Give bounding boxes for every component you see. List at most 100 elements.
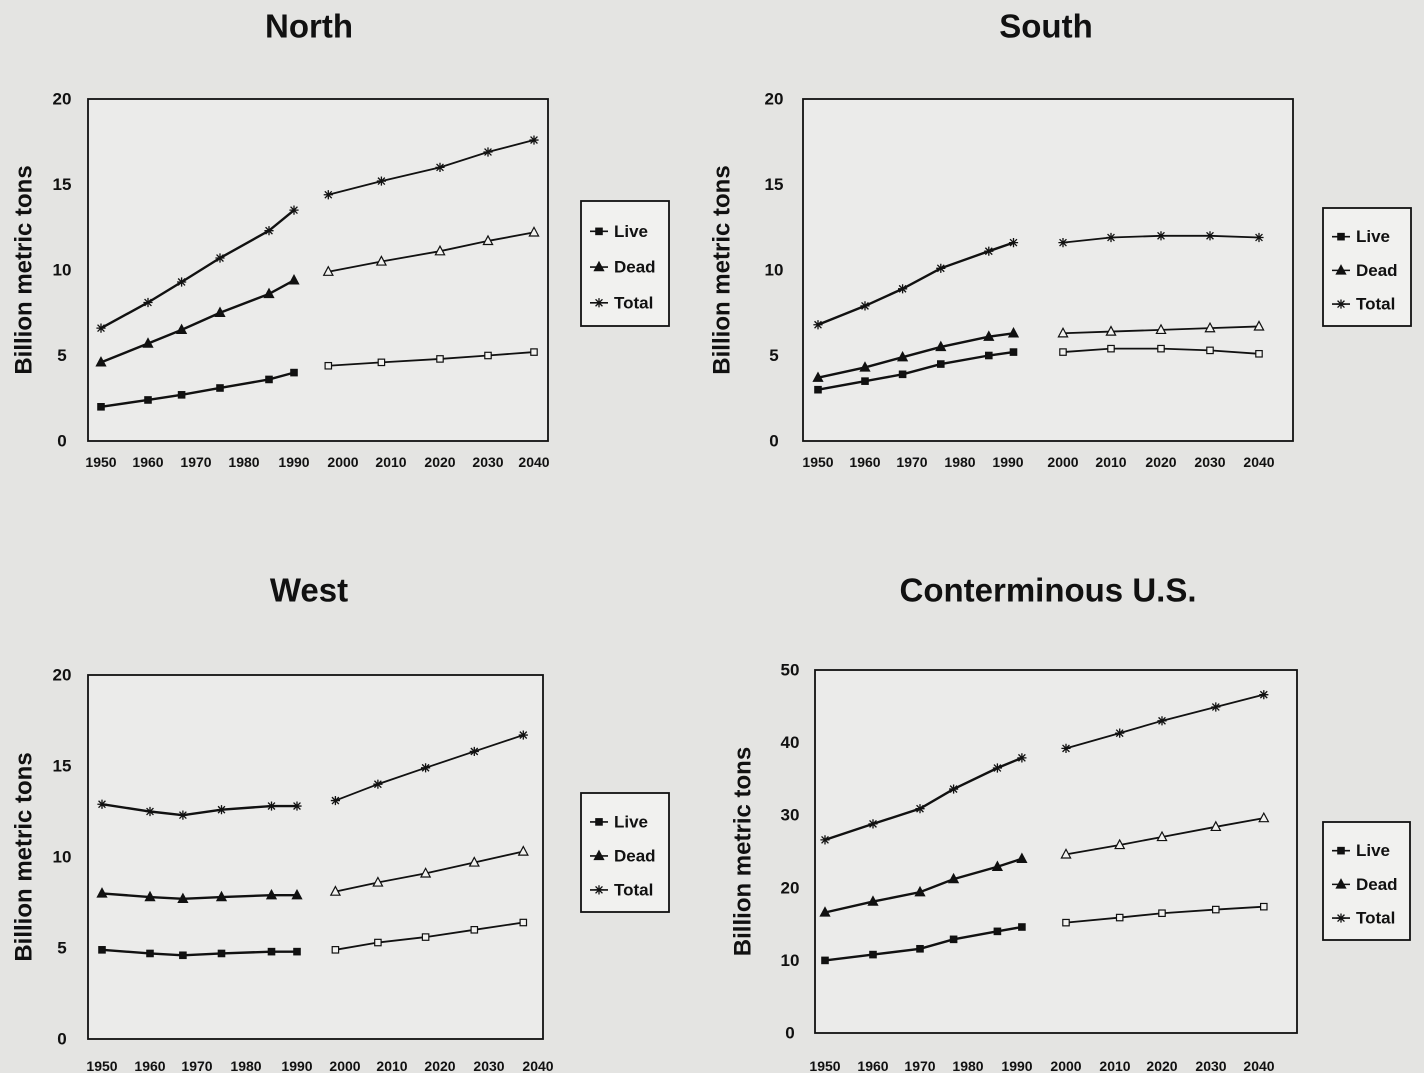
- data-point-total: [1115, 728, 1125, 738]
- data-point-live: [984, 351, 993, 360]
- data-point-total: [469, 746, 479, 757]
- legend-marker-total: [594, 298, 604, 308]
- series-line-dead-historical: [817, 332, 1014, 379]
- data-point-total: [868, 819, 878, 829]
- data-point-total: [1008, 238, 1019, 248]
- y-tick-label: 10: [765, 261, 784, 280]
- data-point-live: [293, 947, 301, 956]
- legend-label: Total: [614, 880, 653, 899]
- data-point-total: [323, 190, 333, 200]
- data-point-live: [374, 938, 382, 947]
- data-point-dead: [1210, 820, 1222, 832]
- legend-label: Live: [614, 812, 648, 831]
- data-point-live: [216, 384, 224, 392]
- x-tick-label: 2040: [1243, 454, 1274, 470]
- data-point-dead: [1105, 325, 1117, 336]
- x-tick-label: 1960: [857, 1058, 888, 1073]
- data-point-dead: [1258, 811, 1270, 823]
- data-point-total: [264, 226, 274, 236]
- data-point-dead: [983, 330, 995, 341]
- data-point-live: [324, 361, 333, 370]
- data-point-total: [1157, 716, 1167, 726]
- series-line-live-historical: [824, 925, 1023, 962]
- data-point-live: [821, 956, 829, 965]
- legend-marker-total: [1336, 913, 1346, 923]
- legend: Live Dead Total: [580, 200, 670, 327]
- legend-marker-dead: [1335, 878, 1347, 889]
- data-point-total: [984, 246, 994, 256]
- data-point-dead: [1007, 326, 1020, 338]
- data-point-total: [177, 277, 187, 287]
- y-tick-label: 20: [781, 878, 800, 897]
- data-point-dead: [144, 890, 156, 902]
- plot-area: [87, 98, 549, 442]
- data-point-live: [1259, 902, 1268, 911]
- chart-panel-conterminous-u-s: Conterminous U.S. Billion metric tons 0 10 2…: [730, 572, 1411, 1073]
- legend: Live Dead Total: [1322, 821, 1411, 941]
- data-point-live: [1059, 348, 1067, 356]
- y-tick-label: 20: [53, 666, 72, 685]
- data-point-live: [949, 935, 958, 944]
- chart-panel-south: South Billion metric tons 0 5 10 15 20 1950 1960…: [709, 8, 1412, 470]
- data-point-dead: [96, 887, 108, 898]
- data-point-total: [97, 799, 107, 809]
- data-point-dead: [482, 234, 494, 246]
- data-point-live: [436, 355, 444, 363]
- legend-marker-dead: [1335, 264, 1347, 275]
- x-tick-label: 2040: [522, 1058, 553, 1073]
- x-tick-label: 2010: [1095, 454, 1126, 470]
- data-point-total: [266, 801, 277, 811]
- data-point-dead: [175, 323, 188, 335]
- x-tick-label: 1950: [809, 1058, 840, 1073]
- data-point-live: [421, 933, 430, 941]
- data-point-dead: [95, 356, 107, 367]
- series-dead: [819, 811, 1270, 917]
- chart-title: North: [265, 8, 353, 45]
- data-point-total: [949, 784, 959, 794]
- data-point-total: [216, 805, 227, 815]
- x-tick-label: 1960: [132, 454, 163, 470]
- x-tick-label: 1950: [86, 1058, 117, 1073]
- y-tick-label: 5: [57, 346, 66, 365]
- y-tick-label: 0: [57, 432, 66, 451]
- y-tick-label: 0: [785, 1024, 794, 1043]
- data-point-live: [1062, 918, 1070, 927]
- series-line-total-historical: [824, 756, 1023, 842]
- data-point-live: [1157, 344, 1165, 353]
- chart-title: West: [270, 572, 348, 609]
- legend-label: Total: [614, 293, 653, 312]
- data-point-total: [1061, 743, 1071, 754]
- data-point-total: [1106, 232, 1116, 243]
- data-point-live: [814, 385, 822, 394]
- data-point-dead: [528, 226, 540, 237]
- chart-panel-north: North Billion metric tons 0 5 10 15 20 1950 1960…: [11, 8, 670, 470]
- data-point-total: [813, 320, 823, 330]
- x-tick-label: 1950: [802, 454, 833, 470]
- data-point-live: [1206, 346, 1214, 355]
- data-point-live: [484, 351, 492, 360]
- plot-area: [87, 674, 544, 1040]
- legend-marker-live: [595, 818, 603, 826]
- chart-title: South: [999, 8, 1092, 45]
- legend-label: Total: [1356, 909, 1395, 928]
- y-tick-label: 0: [57, 1030, 66, 1049]
- x-tick-label: 1980: [230, 1058, 261, 1073]
- plot-area: [802, 98, 1294, 442]
- data-point-dead: [896, 350, 909, 362]
- data-point-live: [861, 377, 869, 385]
- x-tick-label: 1990: [992, 454, 1023, 470]
- legend-label: Live: [1356, 841, 1390, 860]
- legend-marker-total: [1336, 299, 1346, 309]
- data-point-total: [898, 284, 908, 294]
- series-dead: [812, 320, 1265, 382]
- series-line-total-historical: [100, 209, 295, 330]
- legend-marker-dead: [593, 849, 605, 861]
- x-tick-label: 2030: [472, 454, 503, 470]
- y-axis-title: Billion metric tons: [709, 165, 736, 374]
- x-tick-label: 2000: [1050, 1058, 1081, 1073]
- data-point-dead: [468, 856, 480, 867]
- data-point-total: [143, 297, 153, 308]
- y-tick-label: 15: [765, 175, 784, 194]
- data-point-live: [898, 370, 907, 379]
- data-point-live: [1115, 913, 1124, 922]
